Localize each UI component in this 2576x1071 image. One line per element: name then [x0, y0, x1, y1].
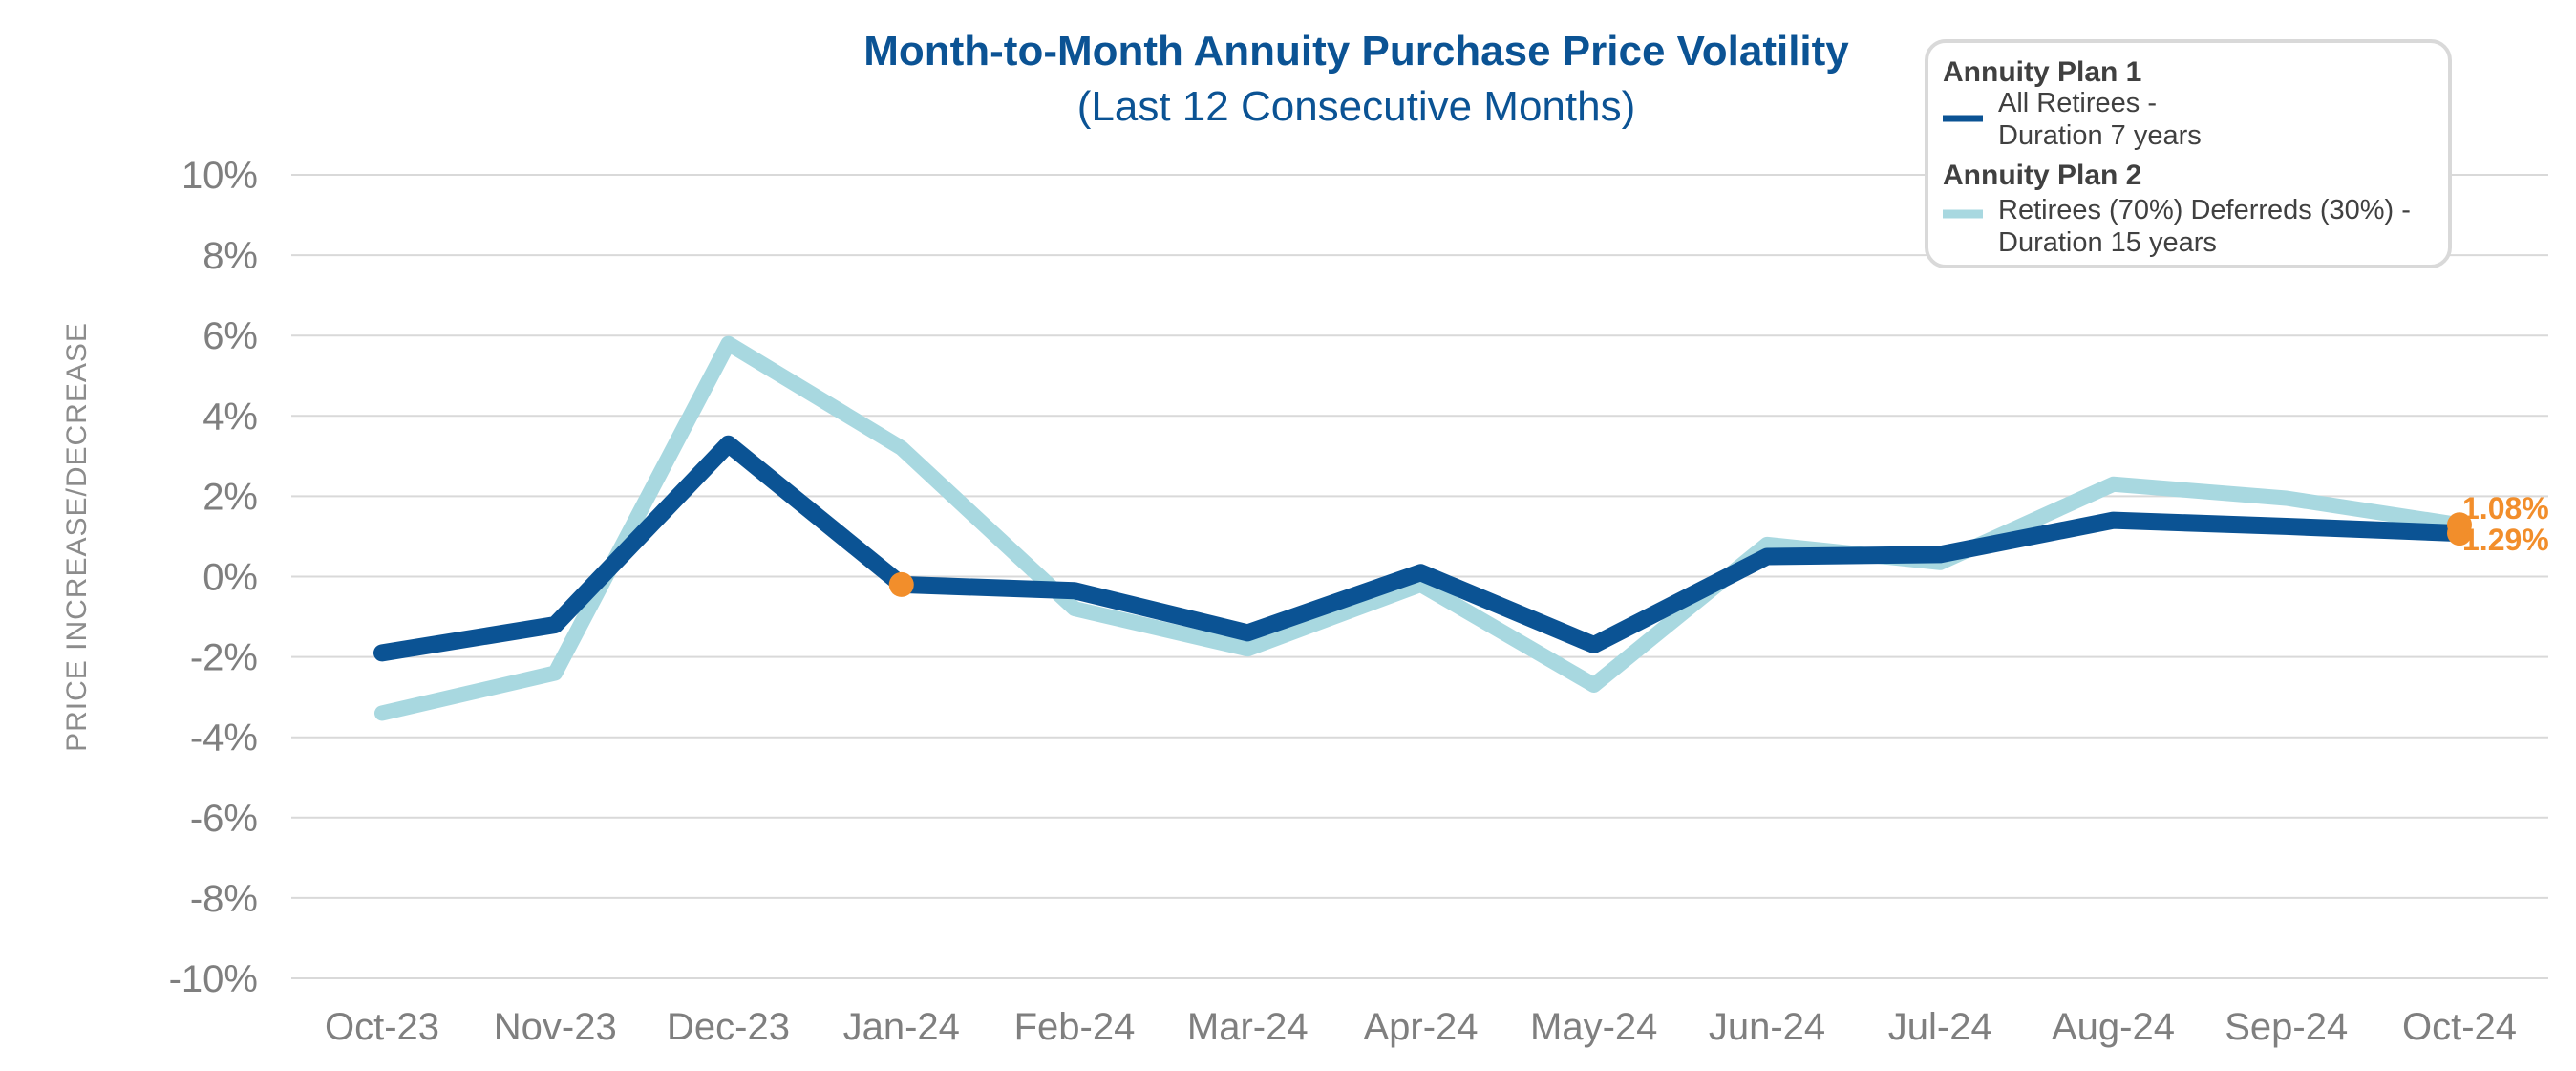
y-tick-label: 2% — [202, 476, 258, 518]
series-line-1 — [373, 435, 2468, 662]
x-tick-label: Jul-24 — [1888, 1006, 1992, 1048]
x-tick-label: Jun-24 — [1709, 1006, 1825, 1048]
y-tick-label: 4% — [202, 396, 258, 438]
y-tick-label: 0% — [202, 557, 258, 599]
y-tick-label: -2% — [190, 637, 258, 679]
y-tick-label: 10% — [181, 155, 258, 197]
legend-plan2-title: Annuity Plan 2 — [1943, 160, 2141, 191]
x-tick-label: Oct-23 — [325, 1006, 439, 1048]
x-tick-label: Jan-24 — [843, 1006, 960, 1048]
y-tick-label: 8% — [202, 235, 258, 277]
chart-title: Month-to-Month Annuity Purchase Price Vo… — [863, 28, 1849, 75]
x-tick-label: Mar-24 — [1187, 1006, 1309, 1048]
highlight-markers — [888, 512, 2472, 597]
y-tick-label: 6% — [202, 315, 258, 357]
legend-plan2-desc1: Retirees (70%) Deferreds (30%) - — [1998, 195, 2411, 225]
x-tick-label: Oct-24 — [2402, 1006, 2517, 1048]
x-tick-label: May-24 — [1530, 1006, 1657, 1048]
x-tick-label: Dec-23 — [667, 1006, 790, 1048]
highlight-marker — [2447, 512, 2472, 538]
legend: Annuity Plan 1 All Retirees - Duration 7… — [1925, 39, 2452, 268]
x-tick-label: Sep-24 — [2225, 1006, 2348, 1048]
highlight-marker — [888, 571, 914, 597]
legend-plan2-desc2: Duration 15 years — [1998, 227, 2217, 258]
series-line-2 — [374, 335, 2467, 721]
x-tick-label: Apr-24 — [1363, 1006, 1478, 1048]
y-tick-label: -4% — [190, 718, 258, 760]
series-lines — [373, 335, 2468, 721]
legend-plan1-title: Annuity Plan 1 — [1943, 56, 2141, 88]
chart-subtitle: (Last 12 Consecutive Months) — [1077, 83, 1636, 130]
y-tick-label: -6% — [190, 798, 258, 840]
annotation-plan1-last: 1.08% — [2462, 491, 2549, 525]
x-tick-label: Aug-24 — [2052, 1006, 2175, 1048]
legend-plan1-desc1: All Retirees - — [1998, 88, 2157, 118]
x-tick-labels: Oct-23 Nov-23 Dec-23 Jan-24 Feb-24 Mar-24 Apr-… — [325, 1006, 2517, 1048]
legend-plan1-desc2: Duration 7 years — [1998, 120, 2202, 151]
annotation-plan2-last: 1.29% — [2462, 523, 2549, 557]
y-tick-labels: 10% 8% 6% 4% 2% 0% -2% -4% -6% -8% -10% — [169, 155, 258, 1000]
legend-box — [1925, 39, 2452, 268]
y-tick-label: -8% — [190, 878, 258, 920]
y-tick-label: -10% — [169, 958, 258, 1000]
x-tick-label: Feb-24 — [1014, 1006, 1136, 1048]
y-axis-label: PRICE INCREASE/DECREASE — [61, 322, 93, 752]
x-tick-label: Nov-23 — [494, 1006, 617, 1048]
